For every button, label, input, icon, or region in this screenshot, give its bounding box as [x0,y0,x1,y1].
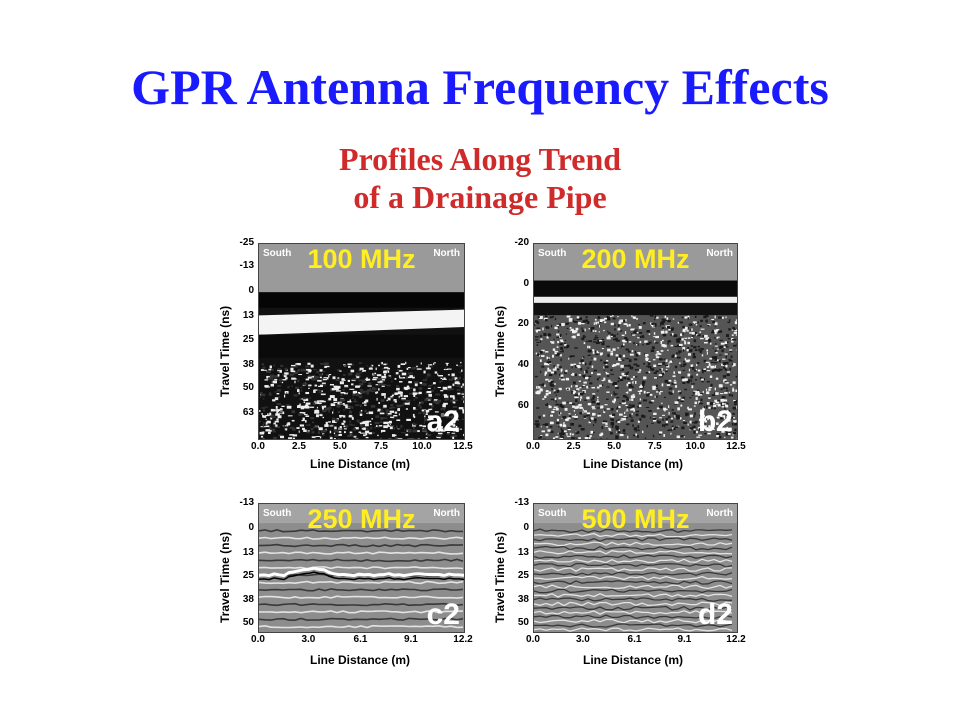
panel-tag: a2 [426,405,460,438]
y-tick-label: -25 [239,237,254,248]
x-tick-label: 3.0 [301,634,316,645]
frequency-label: 500 MHz [581,504,690,534]
y-tick-label: 50 [517,617,529,629]
y-axis-label: Travel Time (ns) [493,305,507,397]
panel-tag: b2 [697,405,733,438]
x-tick-label: 2.5 [566,441,581,452]
south-label: South [263,248,292,259]
y-tick-label: 20 [517,318,529,330]
south-label: South [538,248,567,259]
radargram-plot: South North 250 MHz c2 [258,503,465,633]
radargram-panel-d2: South North 500 MHz d2 Travel Time (ns) … [485,495,746,675]
radargram-plot: South North 100 MHz a2 [258,243,465,440]
radargram-panel-c2: South North 250 MHz c2 Travel Time (ns) … [210,495,473,675]
y-tick-label: 25 [242,333,254,345]
x-tick-label: 9.1 [403,634,418,645]
x-tick-label: 5.0 [607,441,622,452]
y-tick-label: 25 [242,569,254,581]
y-tick-label: 38 [242,594,254,606]
x-tick-label: 10.0 [685,441,706,452]
north-label: North [706,508,733,519]
x-tick-label: 6.1 [353,634,368,645]
x-tick-label: 12.2 [726,634,746,645]
y-tick-label: 13 [517,546,529,558]
south-label: South [263,508,292,519]
x-tick-label: 12.5 [726,441,746,452]
x-tick-label: 7.5 [374,441,388,452]
frequency-label: 200 MHz [581,244,690,274]
y-tick-label: 38 [242,358,254,370]
x-tick-label: 10.0 [412,441,432,452]
y-tick-label: -13 [239,497,254,508]
subtitle-line-1: Profiles Along Trend [338,141,622,177]
north-label: North [433,248,460,259]
y-tick-label: 0 [523,521,529,533]
radargram-plot: South North 200 MHz b2 [533,243,738,440]
x-tick-label: 9.1 [677,634,692,645]
y-tick-label: 0 [248,285,254,297]
x-tick-label: 2.5 [292,441,306,452]
y-tick-label: 63 [242,406,254,418]
x-tick-label: 5.0 [333,441,347,452]
y-tick-label: 0 [248,521,254,533]
y-tick-label: 50 [242,381,254,393]
x-tick-label: 0.0 [526,441,540,452]
x-tick-label: 6.1 [627,634,642,645]
x-axis-label: Line Distance (m) [582,457,684,471]
south-label: South [538,508,567,519]
radargram-panel-b2: South North 200 MHz b2 Travel Time (ns) … [485,235,746,475]
x-tick-label: 0.0 [251,634,265,645]
y-tick-label: 50 [242,617,254,629]
subtitle: Profiles Along Trend of a Drainage Pipe [290,140,670,216]
north-label: North [433,508,460,519]
x-axis-label: Line Distance (m) [309,457,411,471]
y-tick-label: 60 [517,399,529,411]
panel-tag: d2 [697,598,733,631]
y-tick-label: -13 [239,260,254,272]
subtitle-line-2: of a Drainage Pipe [353,179,607,215]
y-tick-label: 13 [242,546,254,558]
y-tick-label: 13 [242,310,254,322]
radargram-plot: South North 500 MHz d2 [533,503,738,633]
x-tick-label: 0.0 [526,634,540,645]
y-tick-label: 40 [517,358,529,370]
y-tick-label: -20 [514,237,529,248]
slide-title: GPR Antenna Frequency Effects [131,59,829,115]
x-tick-label: 12.5 [453,441,473,452]
north-label: North [706,248,733,259]
radargram-panel-a2: South North 100 MHz a2 Travel Time (ns) … [210,235,473,475]
x-axis-label: Line Distance (m) [582,653,684,667]
y-tick-label: -13 [514,497,529,508]
panel-tag: c2 [426,598,460,631]
y-tick-label: 0 [523,277,529,289]
frequency-label: 250 MHz [307,504,416,534]
x-tick-label: 12.2 [453,634,473,645]
frequency-label: 100 MHz [307,244,416,274]
x-tick-label: 3.0 [575,634,590,645]
y-tick-label: 38 [517,594,529,606]
x-tick-label: 0.0 [251,441,265,452]
y-tick-label: 25 [517,569,529,581]
x-axis-label: Line Distance (m) [309,653,411,667]
x-tick-label: 7.5 [647,441,662,452]
